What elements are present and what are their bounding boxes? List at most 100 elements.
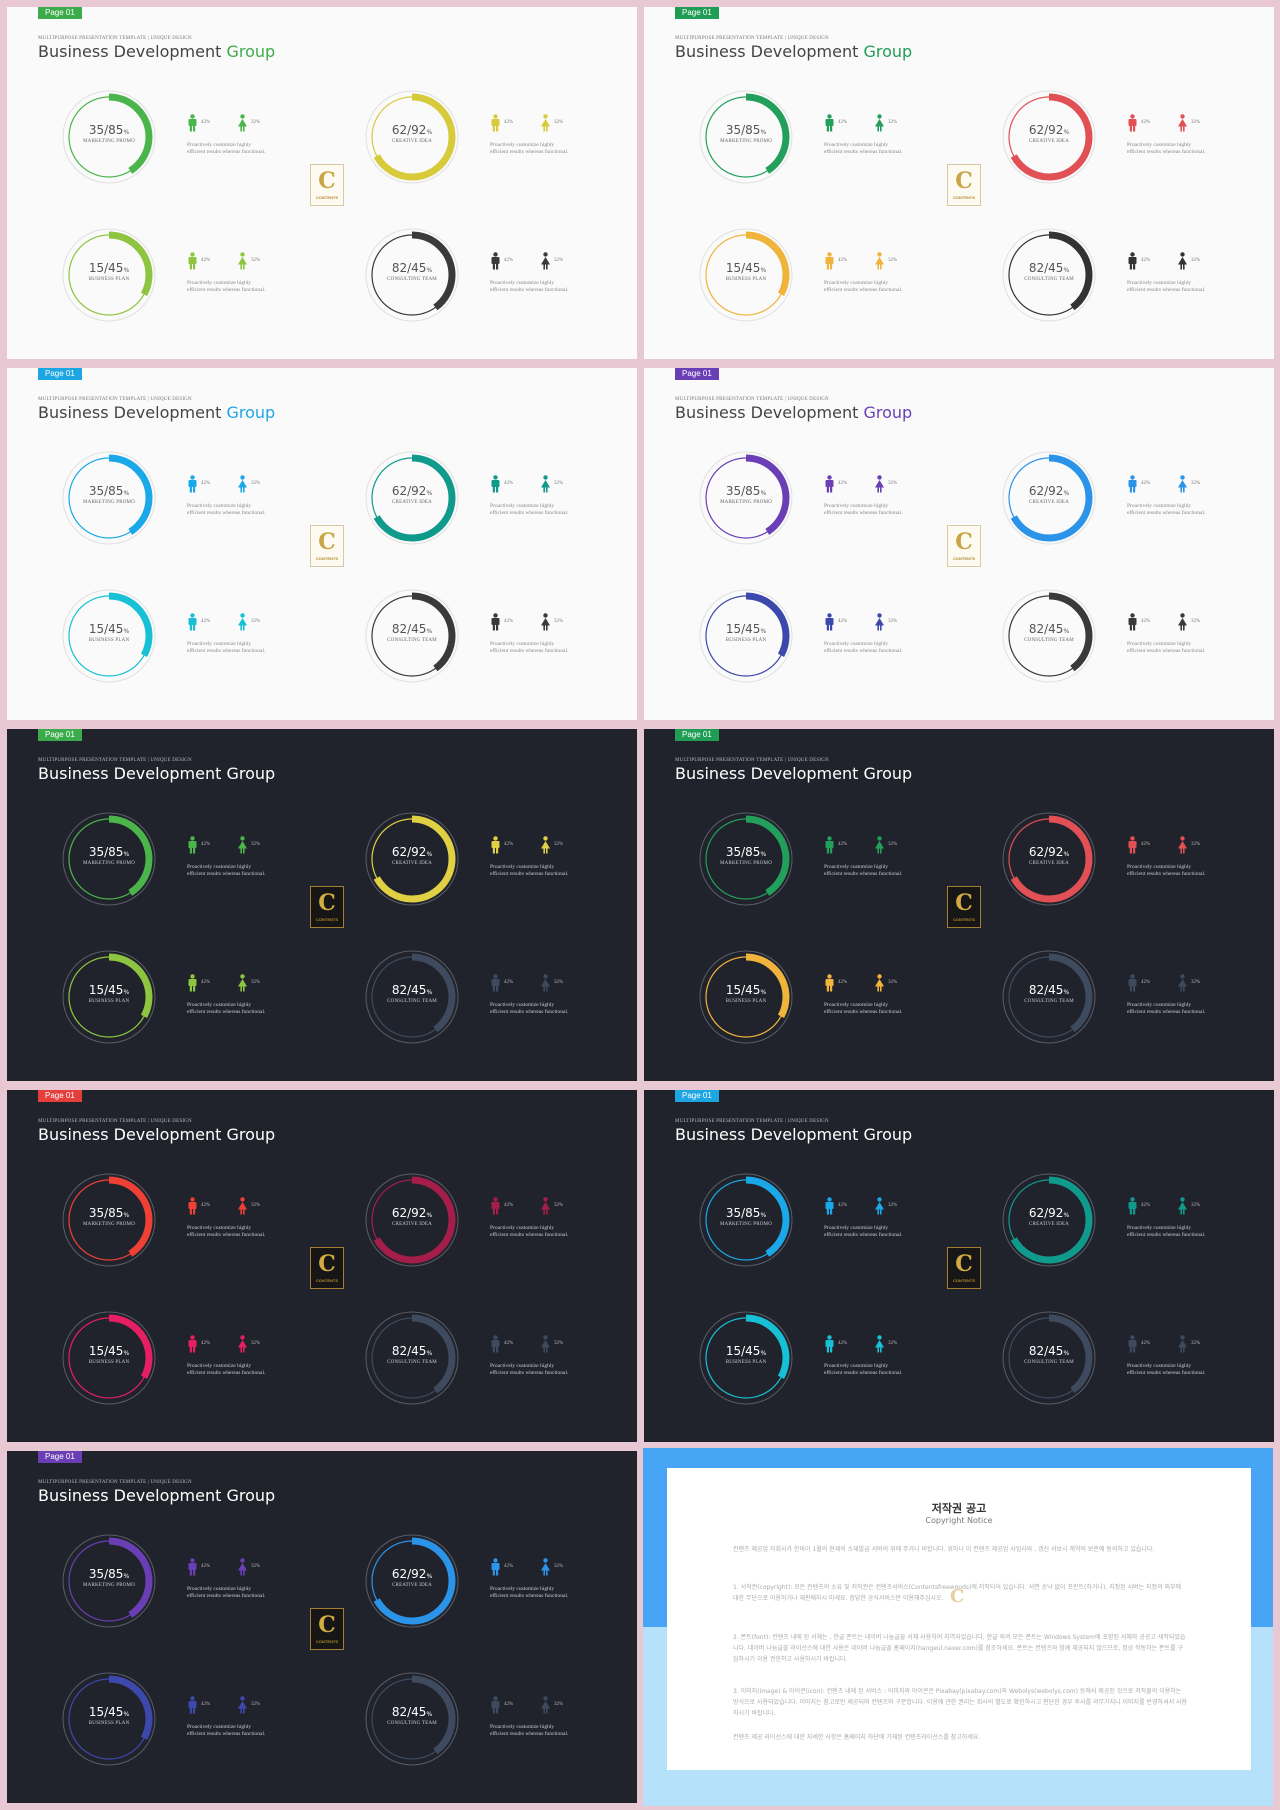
donut-number: 82/45 [391,983,427,997]
female-icon [1177,1335,1188,1353]
donut-svg [1002,90,1096,184]
female-percent: 32% [888,619,898,624]
donut-value: 35/85% [61,484,157,498]
donut-unit: % [426,1212,433,1219]
people-stats: 42% 32% [490,1696,570,1714]
people-stats: 42% 32% [824,475,904,493]
donut-number: 62/92 [391,484,427,498]
page-badge: Page 01 [675,1090,719,1102]
male-percent: 42% [838,619,848,624]
male-icon [824,974,835,992]
slide-title: Business Development Group [38,764,275,783]
slide-subtitle: MULTIPURPOSE PRESENTATION TEMPLATE | UNI… [675,397,829,402]
people-stats: 42% 32% [1127,252,1207,270]
notice-subtitle: Copyright Notice [925,1516,993,1525]
page-badge: Page 01 [38,1451,82,1463]
female-percent: 32% [251,1341,261,1346]
female-percent: 32% [1191,842,1201,847]
female-percent: 32% [251,619,261,624]
donut-number: 62/92 [1028,484,1064,498]
female-icon [237,1335,248,1353]
male-percent: 42% [1141,481,1151,486]
donut-value: 15/45% [698,1344,794,1358]
people-stats: 42% 32% [187,613,267,631]
contents-logo: C CONTENTS [310,886,344,928]
donut-arc [368,93,456,181]
page-badge: Page 01 [38,1090,82,1102]
donut-number: 62/92 [1028,845,1064,859]
donut-unit: % [1063,628,1070,635]
donut-unit: % [760,267,767,274]
contents-logo: C CONTENTS [947,164,981,206]
donut-outer-ring [365,1311,459,1405]
donut-arc [1005,1314,1093,1402]
slide-1: Page 01 MULTIPURPOSE PRESENTATION TEMPLAT… [7,7,637,359]
female-icon [540,1558,551,1576]
male-percent: 42% [201,120,211,125]
donut-value: 15/45% [61,983,157,997]
male-icon [490,114,501,132]
slide-9: Page 01 MULTIPURPOSE PRESENTATION TEMPLAT… [7,1451,637,1803]
female-percent: 32% [888,120,898,125]
female-icon [237,252,248,270]
logo-letter: C [318,529,336,555]
donut-arc [65,1675,153,1763]
donut-value: 82/45% [1001,622,1097,636]
donut-value: 82/45% [364,261,460,275]
donut-unit: % [426,1711,433,1718]
donut-label: MARKETING PROMO [719,139,773,144]
donut-label: CREATIVE IDEA [392,139,432,144]
donut-arc [368,231,456,319]
donut-chart: 62/92% CREATIVE IDEA [1001,450,1097,546]
donut-unit: % [426,1573,433,1580]
donut-value: 62/92% [364,123,460,137]
donut-label: CREATIVE IDEA [392,500,432,505]
donut-chart: 62/92% CREATIVE IDEA [364,89,460,185]
donut-chart: 35/85% MARKETING PROMO [61,811,157,907]
people-stats: 42% 32% [824,1197,904,1215]
male-icon [824,613,835,631]
page-badge: Page 01 [675,729,719,741]
donut-chart: 82/45% CONSULTING TEAM [1001,588,1097,684]
female-icon [874,974,885,992]
slide-4: Page 01 MULTIPURPOSE PRESENTATION TEMPLAT… [644,368,1274,720]
donut-arc [368,953,456,1041]
logo-letter: C [955,890,973,916]
title-main: Business Development [38,764,222,783]
logo-wordmark: CONTENTS [316,1278,338,1283]
male-percent: 42% [504,1203,514,1208]
donut-value: 35/85% [698,1206,794,1220]
donut-chart: 35/85% MARKETING PROMO [698,450,794,546]
male-percent: 42% [201,1702,211,1707]
donut-value: 35/85% [698,845,794,859]
people-stats: 42% 32% [490,974,570,992]
donut-outer-ring [699,1311,793,1405]
female-percent: 32% [251,1564,261,1569]
female-percent: 32% [1191,619,1201,624]
female-icon [237,836,248,854]
donut-number: 82/45 [1028,1344,1064,1358]
female-icon [540,1696,551,1714]
page-badge: Page 01 [38,368,82,380]
people-stats: 42% 32% [490,613,570,631]
donut-unit: % [760,628,767,635]
donut-svg [1002,1173,1096,1267]
donut-outer-ring [1002,228,1096,322]
donut-value: 82/45% [364,1344,460,1358]
donut-svg [365,1534,459,1628]
donut-outer-ring [365,451,459,545]
donut-number: 62/92 [391,1567,427,1581]
donut-svg [699,228,793,322]
male-percent: 42% [201,1341,211,1346]
female-icon [874,1197,885,1215]
description-text: Proactively customize highly efficient r… [490,280,569,293]
donut-number: 15/45 [88,1705,124,1719]
donut-arc [65,815,153,903]
title-main: Business Development [38,42,222,61]
description-text: Proactively customize highly efficient r… [490,142,569,155]
donut-value: 15/45% [61,1705,157,1719]
donut-outer-ring [365,589,459,683]
logo-letter: C [318,890,336,916]
slide-subtitle: MULTIPURPOSE PRESENTATION TEMPLATE | UNI… [38,758,192,763]
donut-value: 82/45% [364,983,460,997]
